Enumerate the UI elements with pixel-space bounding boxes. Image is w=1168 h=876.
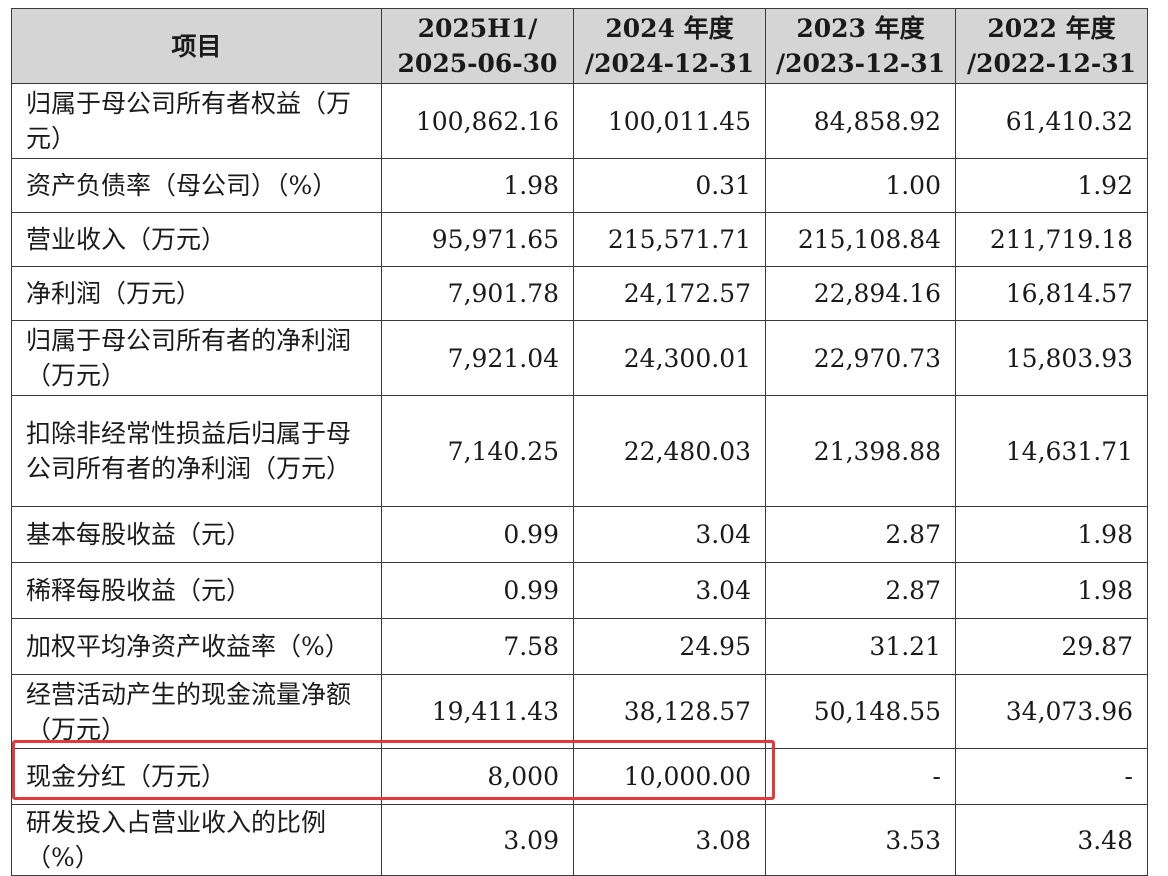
- cell-value: 84,858.92: [765, 83, 956, 159]
- cell-value: 1.00: [765, 158, 956, 213]
- cell-value: 24.95: [573, 618, 766, 675]
- row-label: 现金分红（万元）: [11, 748, 382, 805]
- row-label: 研发投入占营业收入的比例（%）: [11, 804, 382, 876]
- cell-value: 1.98: [955, 562, 1148, 619]
- financial-data-table: 项目 2025H1/2025-06-30 2024 年度/2024-12-31 …: [11, 8, 1148, 876]
- cell-value: 61,410.32: [955, 83, 1148, 159]
- cell-value: 3.08: [573, 804, 766, 876]
- cell-value: 22,480.03: [573, 395, 766, 507]
- table-row: 资产负债率（母公司）（%） 1.98 0.31 1.00 1.92: [11, 158, 1148, 213]
- header-2023: 2023 年度/2023-12-31: [765, 8, 956, 84]
- row-label: 归属于母公司所有者权益（万元）: [11, 83, 382, 159]
- cell-value: 29.87: [955, 618, 1148, 675]
- header-row: 项目 2025H1/2025-06-30 2024 年度/2024-12-31 …: [11, 8, 1148, 84]
- header-2025h1: 2025H1/2025-06-30: [381, 8, 574, 84]
- cell-value: 34,073.96: [955, 674, 1148, 749]
- cell-value: 2.87: [765, 506, 956, 563]
- table-row: 稀释每股收益（元） 0.99 3.04 2.87 1.98: [11, 562, 1148, 619]
- cell-value: 15,803.93: [955, 320, 1148, 396]
- table-row: 净利润（万元） 7,901.78 24,172.57 22,894.16 16,…: [11, 266, 1148, 321]
- cell-value: 3.53: [765, 804, 956, 876]
- row-label: 资产负债率（母公司）（%）: [11, 158, 382, 213]
- cell-value: 31.21: [765, 618, 956, 675]
- cell-value: 3.04: [573, 562, 766, 619]
- cell-value: 7,140.25: [381, 395, 574, 507]
- cell-value: 22,970.73: [765, 320, 956, 396]
- cell-value: 100,862.16: [381, 83, 574, 159]
- row-label: 扣除非经常性损益后归属于母公司所有者的净利润（万元）: [11, 395, 382, 507]
- cell-value: 38,128.57: [573, 674, 766, 749]
- row-label: 归属于母公司所有者的净利润（万元）: [11, 320, 382, 396]
- header-2024: 2024 年度/2024-12-31: [573, 8, 766, 84]
- cell-value: 0.31: [573, 158, 766, 213]
- row-label: 营业收入（万元）: [11, 212, 382, 267]
- row-label: 基本每股收益（元）: [11, 506, 382, 563]
- table-row: 加权平均净资产收益率（%） 7.58 24.95 31.21 29.87: [11, 618, 1148, 675]
- cell-value: 95,971.65: [381, 212, 574, 267]
- cell-value: 0.99: [381, 562, 574, 619]
- table-row: 归属于母公司所有者的净利润（万元） 7,921.04 24,300.01 22,…: [11, 320, 1148, 396]
- table-row-highlighted: 现金分红（万元） 8,000 10,000.00 - -: [11, 748, 1148, 805]
- cell-value: 21,398.88: [765, 395, 956, 507]
- cell-value: 50,148.55: [765, 674, 956, 749]
- row-label: 加权平均净资产收益率（%）: [11, 618, 382, 675]
- cell-value: 215,571.71: [573, 212, 766, 267]
- cell-value: 7,921.04: [381, 320, 574, 396]
- cell-value: 1.98: [955, 506, 1148, 563]
- table-row: 扣除非经常性损益后归属于母公司所有者的净利润（万元） 7,140.25 22,4…: [11, 395, 1148, 507]
- cell-value: 100,011.45: [573, 83, 766, 159]
- cell-value: 16,814.57: [955, 266, 1148, 321]
- cell-value: 7,901.78: [381, 266, 574, 321]
- header-item: 项目: [11, 8, 382, 84]
- cell-value: 24,172.57: [573, 266, 766, 321]
- cell-value: 19,411.43: [381, 674, 574, 749]
- table-row: 基本每股收益（元） 0.99 3.04 2.87 1.98: [11, 506, 1148, 563]
- cell-value: 24,300.01: [573, 320, 766, 396]
- cell-value: 3.09: [381, 804, 574, 876]
- cell-value: 1.92: [955, 158, 1148, 213]
- cell-value: 3.04: [573, 506, 766, 563]
- cell-value: 0.99: [381, 506, 574, 563]
- table-row: 归属于母公司所有者权益（万元） 100,862.16 100,011.45 84…: [11, 83, 1148, 159]
- cell-value: 22,894.16: [765, 266, 956, 321]
- cell-value: -: [765, 748, 956, 805]
- row-label: 经营活动产生的现金流量净额（万元）: [11, 674, 382, 749]
- cell-value: -: [955, 748, 1148, 805]
- cell-value: 14,631.71: [955, 395, 1148, 507]
- cell-value: 211,719.18: [955, 212, 1148, 267]
- table-row: 研发投入占营业收入的比例（%） 3.09 3.08 3.53 3.48: [11, 804, 1148, 876]
- cell-value: 2.87: [765, 562, 956, 619]
- cell-value: 3.48: [955, 804, 1148, 876]
- cell-value: 215,108.84: [765, 212, 956, 267]
- cell-value: 7.58: [381, 618, 574, 675]
- cell-value: 8,000: [381, 748, 574, 805]
- row-label: 稀释每股收益（元）: [11, 562, 382, 619]
- cell-value: 1.98: [381, 158, 574, 213]
- table-row: 营业收入（万元） 95,971.65 215,571.71 215,108.84…: [11, 212, 1148, 267]
- cell-value: 10,000.00: [573, 748, 766, 805]
- table-row: 经营活动产生的现金流量净额（万元） 19,411.43 38,128.57 50…: [11, 674, 1148, 749]
- header-2022: 2022 年度/2022-12-31: [955, 8, 1148, 84]
- row-label: 净利润（万元）: [11, 266, 382, 321]
